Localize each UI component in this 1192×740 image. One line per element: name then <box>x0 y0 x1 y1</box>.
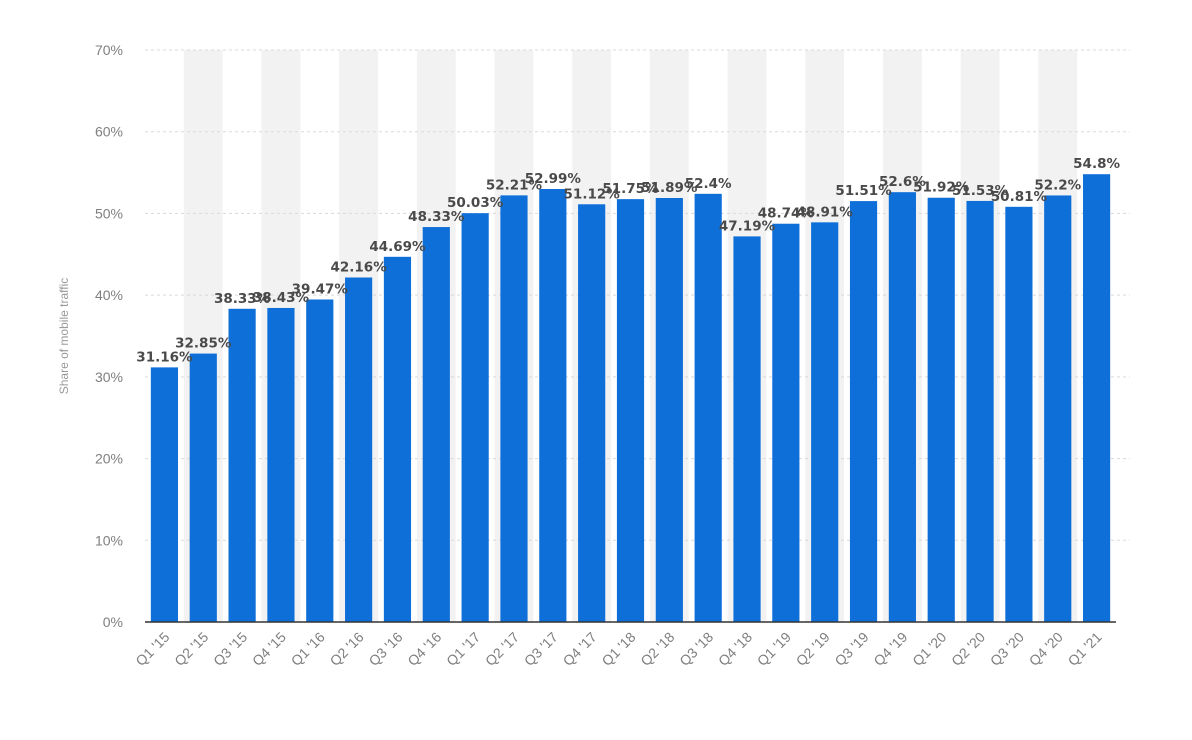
x-tick-label: Q2 '15 <box>171 629 211 669</box>
bar <box>539 188 567 622</box>
y-axis-label: Share of mobile traffic <box>57 278 71 395</box>
x-tick-label: Q1 '16 <box>288 629 328 669</box>
data-label: 54.8% <box>1073 156 1120 172</box>
x-tick-label: Q4 '18 <box>715 629 755 669</box>
bar <box>966 200 994 623</box>
bar <box>383 256 412 622</box>
data-label: 44.69% <box>369 239 426 255</box>
x-tick-label: Q2 '19 <box>793 629 833 669</box>
bar <box>150 367 179 622</box>
x-tick-label: Q3 '19 <box>831 629 871 669</box>
x-tick-label: Q1 '18 <box>598 629 638 669</box>
data-label: 52.99% <box>525 171 582 187</box>
bar <box>1044 195 1072 623</box>
bar <box>694 193 722 622</box>
bar <box>733 236 761 622</box>
x-tick-label: Q2 '20 <box>948 629 988 669</box>
bar <box>267 307 295 622</box>
bar <box>811 222 839 622</box>
y-tick-label: 70% <box>95 42 123 58</box>
data-label: 32.85% <box>175 336 232 352</box>
y-tick-label: 0% <box>103 614 123 630</box>
bar <box>616 199 645 622</box>
bar <box>345 277 373 622</box>
data-label: 47.19% <box>719 218 776 234</box>
bar <box>849 201 878 622</box>
data-label: 48.74% <box>758 206 815 222</box>
data-label: 51.12% <box>564 186 621 202</box>
x-tick-label: Q3 '20 <box>987 629 1027 669</box>
x-tick-label: Q1 '20 <box>909 629 949 669</box>
bar <box>578 204 606 623</box>
data-label: 31.16% <box>136 349 193 365</box>
data-label: 52.21% <box>486 177 543 193</box>
data-label: 42.16% <box>331 259 388 275</box>
x-tick-label: Q4 '19 <box>870 629 910 669</box>
x-tick-label: Q1 '19 <box>754 629 794 669</box>
y-tick-label: 40% <box>95 287 123 303</box>
data-label: 50.81% <box>991 189 1048 205</box>
y-tick-label: 30% <box>95 369 123 385</box>
data-label: 51.92% <box>913 180 970 196</box>
data-label: 39.47% <box>292 281 349 297</box>
data-label: 51.75% <box>602 181 659 197</box>
x-tick-label: Q2 '16 <box>327 629 367 669</box>
bar <box>772 223 800 622</box>
x-tick-label: Q2 '17 <box>482 629 522 669</box>
data-label: 52.2% <box>1034 177 1081 193</box>
data-label: 38.33% <box>214 291 271 307</box>
data-label: 52.4% <box>685 176 732 192</box>
y-axis-ticks: 0% 10% 20% 30% 40% 50% 60% 70% <box>95 42 123 630</box>
bar <box>927 197 955 622</box>
data-label: 50.03% <box>447 195 504 211</box>
x-tick-label: Q2 '18 <box>637 629 677 669</box>
y-tick-label: 60% <box>95 124 123 140</box>
bar <box>461 213 489 623</box>
data-label: 52.6% <box>879 174 926 190</box>
x-tick-label: Q1 '15 <box>132 629 172 669</box>
x-tick-label: Q3 '18 <box>676 629 716 669</box>
x-tick-label: Q4 '20 <box>1026 629 1066 669</box>
bar <box>1082 174 1111 622</box>
x-tick-label: Q4 '15 <box>249 629 289 669</box>
x-tick-label: Q1 '17 <box>443 629 483 669</box>
x-tick-label: Q4 '17 <box>560 629 600 669</box>
y-tick-label: 50% <box>95 205 123 221</box>
data-label: 48.33% <box>408 209 465 225</box>
bar <box>655 197 683 623</box>
bars <box>150 174 1111 623</box>
data-label: 38.43% <box>253 290 310 306</box>
data-label: 51.89% <box>641 180 698 196</box>
data-labels: 31.16%32.85% 38.33%38.43%39.47% 42.16% 44.6… <box>136 156 1120 365</box>
x-tick-label: Q3 '17 <box>521 629 561 669</box>
data-label: 51.53% <box>952 183 1009 199</box>
y-tick-label: 20% <box>95 451 123 467</box>
x-tick-label: Q1 '21 <box>1065 629 1105 669</box>
bar <box>189 353 217 622</box>
x-tick-label: Q3 '16 <box>365 629 405 669</box>
data-label: 51.51% <box>835 183 892 199</box>
y-tick-label: 10% <box>95 532 123 548</box>
bar <box>228 308 256 622</box>
x-tick-label: Q4 '16 <box>404 629 444 669</box>
bar <box>888 192 916 622</box>
bar <box>422 227 450 622</box>
bar <box>306 299 334 622</box>
x-tick-label: Q3 '15 <box>210 629 250 669</box>
bar <box>500 195 528 622</box>
bar <box>1005 206 1033 623</box>
data-label: 48.91% <box>797 204 854 220</box>
